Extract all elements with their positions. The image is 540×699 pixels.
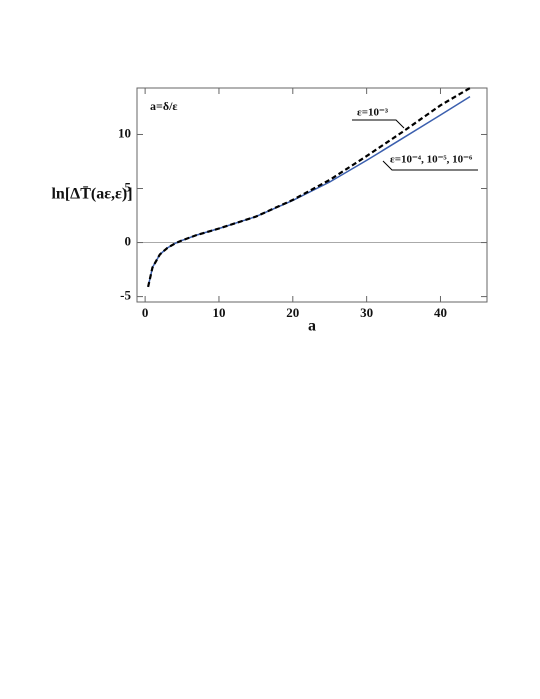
x-tick-label: 10 xyxy=(212,305,225,320)
line-series xyxy=(147,87,471,288)
y-tick-label: 5 xyxy=(125,179,132,194)
x-tick-label: 0 xyxy=(142,305,149,320)
annotation: a=δ/ε xyxy=(150,99,178,113)
y-tick-label: 0 xyxy=(125,234,132,249)
leader-line xyxy=(382,160,478,171)
y-axis-label: ln[ΔT̄(aε,ε)] xyxy=(51,184,132,202)
x-tick-label: 40 xyxy=(434,305,447,320)
plot-frame xyxy=(136,87,488,303)
y-tick-label: 10 xyxy=(118,125,131,140)
x-axis-label: a xyxy=(308,318,316,335)
y-tick-label: -5 xyxy=(120,288,131,303)
annotation: ε=10⁻⁴, 10⁻⁵, 10⁻⁶ xyxy=(390,154,473,166)
leader-line xyxy=(352,119,405,129)
x-tick-label: 30 xyxy=(360,305,373,320)
x-tick-label: 20 xyxy=(286,305,299,320)
annotation: ε=10⁻³ xyxy=(357,107,389,119)
